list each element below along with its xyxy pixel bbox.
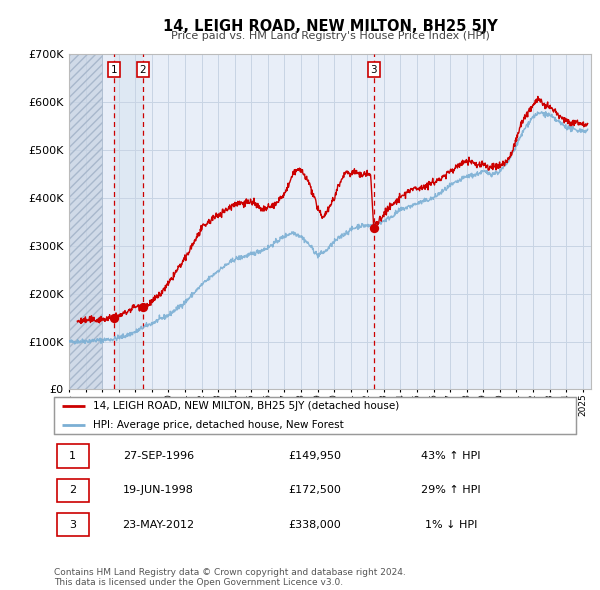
Text: 3: 3 bbox=[370, 64, 377, 74]
Bar bbox=[69, 54, 102, 389]
Text: HPI: Average price, detached house, New Forest: HPI: Average price, detached house, New … bbox=[93, 419, 344, 430]
Text: Contains HM Land Registry data © Crown copyright and database right 2024.
This d: Contains HM Land Registry data © Crown c… bbox=[54, 568, 406, 587]
Text: 2: 2 bbox=[69, 486, 76, 495]
Text: 27-SEP-1996: 27-SEP-1996 bbox=[123, 451, 194, 461]
Text: 43% ↑ HPI: 43% ↑ HPI bbox=[421, 451, 481, 461]
Text: 23-MAY-2012: 23-MAY-2012 bbox=[122, 520, 194, 529]
Text: 1% ↓ HPI: 1% ↓ HPI bbox=[425, 520, 477, 529]
Text: £338,000: £338,000 bbox=[289, 520, 341, 529]
Bar bbox=[69, 54, 102, 389]
Text: 29% ↑ HPI: 29% ↑ HPI bbox=[421, 486, 481, 495]
Text: 1: 1 bbox=[69, 451, 76, 461]
Text: 2: 2 bbox=[140, 64, 146, 74]
Text: Price paid vs. HM Land Registry's House Price Index (HPI): Price paid vs. HM Land Registry's House … bbox=[170, 31, 490, 41]
Text: 19-JUN-1998: 19-JUN-1998 bbox=[123, 486, 194, 495]
Bar bbox=[56, 478, 89, 502]
Bar bbox=[56, 513, 89, 536]
Text: £149,950: £149,950 bbox=[289, 451, 341, 461]
Bar bbox=[115, 54, 143, 389]
Bar bbox=[56, 444, 89, 468]
Point bbox=[110, 313, 119, 322]
Text: 1: 1 bbox=[111, 64, 118, 74]
Point bbox=[369, 223, 379, 232]
Text: 3: 3 bbox=[69, 520, 76, 529]
Text: £172,500: £172,500 bbox=[289, 486, 341, 495]
Point bbox=[138, 302, 148, 312]
Text: 14, LEIGH ROAD, NEW MILTON, BH25 5JY: 14, LEIGH ROAD, NEW MILTON, BH25 5JY bbox=[163, 19, 497, 34]
Text: 14, LEIGH ROAD, NEW MILTON, BH25 5JY (detached house): 14, LEIGH ROAD, NEW MILTON, BH25 5JY (de… bbox=[93, 401, 400, 411]
